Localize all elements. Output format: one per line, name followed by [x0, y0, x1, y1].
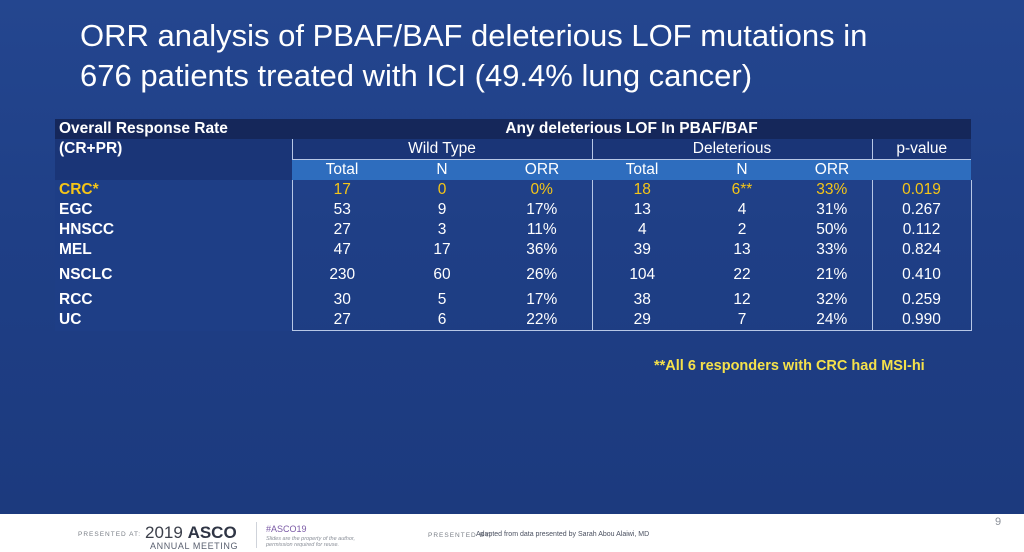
- row-label: MEL: [55, 240, 292, 260]
- presented-at-label: PRESENTED AT:: [78, 531, 142, 538]
- asco-logo: 2019 ASCO: [145, 523, 237, 543]
- col-header-wt-n: N: [392, 159, 492, 180]
- deleterious-header: Deleterious: [591, 139, 872, 160]
- cell-wt-n: 9: [437, 201, 447, 218]
- table-header-row-3: Total N ORR Total N ORR: [55, 159, 972, 180]
- slides-property-note: Slides are the property of the author, p…: [266, 536, 355, 548]
- asco-logo-subtitle: ANNUAL MEETING: [150, 541, 239, 551]
- cell-wt-n: 3: [437, 221, 447, 238]
- cell-wt-total: 27: [291, 310, 392, 331]
- table-header-row-2: (CR+PR) Wild Type Deleterious p-value: [55, 139, 972, 160]
- cell-del-n: 2: [737, 221, 747, 238]
- cell-del-orr: 50%: [816, 221, 848, 238]
- presented-by-label: PRESENTED BY:: [428, 532, 493, 539]
- cell-del-n: 7: [692, 310, 792, 331]
- cell-p-value: 0.824: [871, 240, 972, 260]
- cell-wt-n: 60: [433, 266, 451, 283]
- cell-wt-orr: 0%: [530, 181, 553, 198]
- cell-wt-n: 17: [433, 241, 451, 258]
- cell-wt-total: 27: [291, 220, 392, 240]
- wild-type-header: Wild Type: [291, 139, 592, 160]
- cell-p-value: 0.410: [871, 260, 972, 290]
- row-label: CRC*: [55, 180, 292, 200]
- col-header-wt-orr: ORR: [492, 159, 592, 180]
- cell-del-n: 12: [733, 291, 751, 308]
- slide-title-line-2: 676 patients treated with ICI (49.4% lun…: [80, 58, 753, 93]
- table-row: UC 27 6 22% 29 7 24% 0.990: [55, 310, 972, 331]
- cell-wt-orr: 11%: [526, 221, 557, 238]
- cell-del-orr: 33%: [816, 181, 848, 198]
- table-row: HNSCC 27 3 11% 4 2 50% 0.112: [55, 220, 972, 240]
- hashtag: #ASCO19: [266, 524, 307, 534]
- cell-del-n: 22: [733, 266, 751, 283]
- cell-del-n: 4: [737, 201, 747, 218]
- cell-wt-total: 17: [291, 180, 392, 200]
- cell-wt-total: 230: [291, 260, 392, 290]
- cell-p-value: 0.259: [871, 290, 972, 310]
- table-row: NSCLC 230 60 26% 104 22 21% 0.410: [55, 260, 972, 290]
- col-header-del-n: N: [692, 159, 792, 180]
- col-header-del-orr: ORR: [792, 159, 872, 180]
- cell-p-value: 0.019: [871, 180, 972, 200]
- orr-table: Overall Response Rate Any deleterious LO…: [55, 119, 972, 331]
- slide: ORR analysis of PBAF/BAF deleterious LOF…: [0, 0, 1024, 514]
- row-label: RCC: [55, 290, 292, 310]
- cell-wt-n: 6: [392, 310, 492, 331]
- footer-divider: [256, 522, 257, 548]
- cell-wt-n: 5: [437, 291, 447, 308]
- asco-logo-name: ASCO: [187, 523, 237, 542]
- cell-del-n: 13: [733, 241, 751, 258]
- cell-del-orr: 31%: [816, 201, 848, 218]
- footnote: **All 6 responders with CRC had MSI-hi: [654, 358, 925, 374]
- table-row: EGC 53 9 17% 13 4 31% 0.267: [55, 200, 972, 220]
- cell-wt-n: 0: [437, 181, 447, 198]
- cell-del-orr: 33%: [816, 241, 848, 258]
- table-header-row-1: Overall Response Rate Any deleterious LO…: [55, 119, 972, 139]
- cell-del-orr: 21%: [816, 266, 848, 283]
- row-label: EGC: [55, 200, 292, 220]
- row-label: NSCLC: [55, 260, 292, 290]
- asco-logo-year: 2019: [145, 523, 183, 542]
- cell-del-orr: 32%: [816, 291, 848, 308]
- cell-wt-total: 47: [291, 240, 392, 260]
- row-label: HNSCC: [55, 220, 292, 240]
- table-row: MEL 47 17 36% 39 13 33% 0.824: [55, 240, 972, 260]
- cell-p-value: 0.267: [871, 200, 972, 220]
- cell-wt-orr: 17%: [526, 201, 558, 218]
- cell-wt-orr: 36%: [526, 241, 558, 258]
- spanner-header: Any deleterious LOF In PBAF/BAF: [292, 119, 972, 139]
- slide-title-line-1: ORR analysis of PBAF/BAF deleterious LOF…: [80, 18, 868, 53]
- cell-wt-orr: 26%: [526, 266, 558, 283]
- cell-del-total: 104: [591, 260, 692, 290]
- slide-title: ORR analysis of PBAF/BAF deleterious LOF…: [80, 16, 980, 96]
- cell-del-total: 38: [591, 290, 692, 310]
- stub-subheader: (CR+PR): [55, 139, 292, 160]
- stub-header: Overall Response Rate: [55, 119, 292, 139]
- cell-del-total: 4: [591, 220, 692, 240]
- col-header-p-blank: [872, 159, 972, 180]
- cell-p-value: 0.990: [871, 310, 972, 331]
- cell-del-total: 29: [591, 310, 692, 331]
- adapted-credit: Adapted from data presented by Sarah Abo…: [476, 531, 650, 538]
- cell-p-value: 0.112: [871, 220, 972, 240]
- cell-del-n: 6**: [731, 181, 753, 198]
- row-label: UC: [55, 310, 292, 331]
- cell-del-orr: 24%: [792, 310, 872, 331]
- stub-blank: [55, 159, 292, 180]
- cell-wt-total: 30: [291, 290, 392, 310]
- p-value-header: p-value: [871, 139, 972, 160]
- col-header-del-total: Total: [592, 159, 692, 180]
- cell-wt-orr: 22%: [492, 310, 592, 331]
- cell-wt-total: 53: [291, 200, 392, 220]
- table-row: RCC 30 5 17% 38 12 32% 0.259: [55, 290, 972, 310]
- cell-del-total: 39: [591, 240, 692, 260]
- page-number: 9: [995, 516, 1002, 528]
- slide-footer: PRESENTED AT: 2019 ASCO ANNUAL MEETING #…: [0, 514, 1024, 552]
- col-header-wt-total: Total: [292, 159, 392, 180]
- table-row: CRC* 17 0 0% 18 6** 33% 0.019: [55, 180, 972, 200]
- cell-wt-orr: 17%: [526, 291, 558, 308]
- cell-del-total: 13: [591, 200, 692, 220]
- cell-del-total: 18: [591, 180, 692, 200]
